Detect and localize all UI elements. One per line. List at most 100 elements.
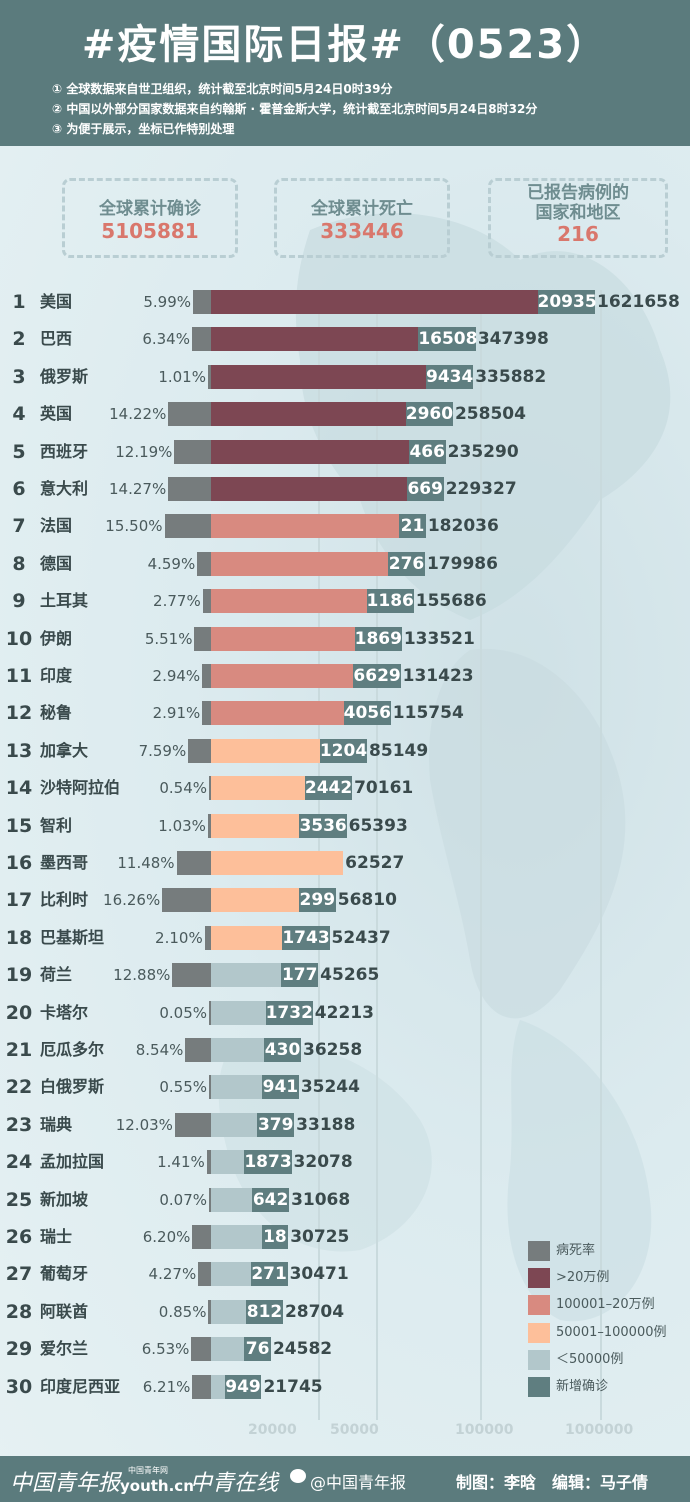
fatality-rate-bar xyxy=(164,514,211,539)
rank: 26 xyxy=(5,1226,33,1248)
country-name: 意大利 xyxy=(40,479,89,498)
new-cases-value: 299 xyxy=(298,888,336,913)
fatality-rate-bar xyxy=(193,290,211,314)
fatality-rate-bar xyxy=(168,402,211,427)
new-cases-value: 1186 xyxy=(366,589,414,614)
legend-label: 100001–20万例 xyxy=(556,1297,655,1313)
total-cases-value: 30725 xyxy=(290,1227,350,1247)
rank: 22 xyxy=(5,1076,33,1099)
table-row: 11 印度 2.94% 6629 131423 xyxy=(0,664,690,688)
fatality-rate: 6.21% xyxy=(142,1377,191,1396)
legend-label: 新增确诊 xyxy=(556,1379,609,1394)
stat-label: 已报告病例的国家和地区 xyxy=(527,183,629,223)
legend-swatch xyxy=(528,1377,550,1397)
total-cases-value: 335882 xyxy=(475,366,547,387)
fatality-rate-bar xyxy=(209,1187,211,1212)
legend-label: >20万例 xyxy=(556,1270,610,1286)
country-name: 瑞典 xyxy=(40,1114,73,1134)
rank: 27 xyxy=(5,1263,33,1286)
fatality-rate-bar xyxy=(168,477,211,501)
rank: 19 xyxy=(5,964,33,987)
legend-swatch xyxy=(528,1241,550,1261)
country-name: 俄罗斯 xyxy=(40,366,89,386)
total-cases-value: 52437 xyxy=(331,927,391,948)
new-cases-value: 430 xyxy=(264,1038,301,1062)
total-cases-value: 133521 xyxy=(403,628,475,649)
fatality-rate: 4.59% xyxy=(147,554,196,573)
fatality-rate: 7.59% xyxy=(138,741,187,760)
weibo-icon xyxy=(290,1469,306,1483)
stat-value: 5105881 xyxy=(101,219,199,243)
stat-global-deaths: 全球累计死亡 333446 xyxy=(274,178,450,258)
table-row: 25 新加坡 0.07% 642 31068 xyxy=(0,1187,690,1212)
fatality-rate-bar xyxy=(209,776,211,801)
table-row: 20 卡塔尔 0.05% 1732 42213 xyxy=(0,1000,690,1025)
fatality-rate-bar xyxy=(172,963,211,988)
country-name: 巴西 xyxy=(40,329,73,349)
x-tick-label: 50000 xyxy=(330,1422,379,1438)
fatality-rate-bar xyxy=(188,738,211,763)
total-cases-value: 45265 xyxy=(320,965,380,986)
fatality-rate-bar xyxy=(174,439,211,464)
stat-label: 全球累计死亡 xyxy=(311,199,413,219)
note-1: ① 全球数据来自世卫组织，统计截至北京时间5月24日0时39分 xyxy=(52,82,393,96)
total-cases-value: 33188 xyxy=(296,1114,356,1135)
fatality-rate: 12.03% xyxy=(115,1115,173,1134)
fatality-rate-bar xyxy=(176,851,211,875)
total-cases-value: 115754 xyxy=(392,703,464,724)
rank: 13 xyxy=(5,739,33,762)
country-name: 墨西哥 xyxy=(40,853,89,872)
rank: 15 xyxy=(5,814,33,837)
fatality-rate: 1.01% xyxy=(158,367,206,386)
table-row: 9 土耳其 2.77% 1186 155686 xyxy=(0,589,690,614)
stat-countries: 已报告病例的国家和地区 216 xyxy=(488,178,668,258)
total-cases-value: 85149 xyxy=(369,740,429,761)
fatality-rate-bar xyxy=(197,551,211,576)
new-cases-value: 177 xyxy=(281,963,319,988)
country-name: 沙特阿拉伯 xyxy=(40,778,121,798)
rank: 24 xyxy=(5,1151,33,1174)
table-row: 26 瑞士 6.20% 18 30725 xyxy=(0,1225,690,1249)
total-cases-bar xyxy=(211,439,446,464)
table-row: 29 爱尔兰 6.53% 76 24582 xyxy=(0,1337,690,1362)
legend-swatch xyxy=(528,1322,550,1343)
table-row: 7 法国 15.50% 21 182036 xyxy=(0,514,690,539)
total-cases-value: 42213 xyxy=(314,1002,374,1023)
total-cases-value: 28704 xyxy=(284,1301,345,1322)
fatality-rate: 6.20% xyxy=(142,1228,191,1246)
country-name: 葡萄牙 xyxy=(40,1264,89,1284)
table-row: 21 厄瓜多尔 8.54% 430 36258 xyxy=(0,1038,690,1062)
country-name: 英国 xyxy=(40,404,73,424)
new-cases-value: 21 xyxy=(399,514,426,539)
fatality-rate: 11.48% xyxy=(117,854,175,872)
total-cases-value: 56810 xyxy=(337,890,397,911)
rank: 18 xyxy=(5,926,33,949)
new-cases-value: 2960 xyxy=(405,402,454,427)
fatality-rate: 0.05% xyxy=(159,1003,207,1022)
new-cases-value: 1732 xyxy=(265,1000,313,1025)
fatality-rate-bar xyxy=(207,364,211,389)
header: #疫情国际日报#（0523） ① 全球数据来自世卫组织，统计截至北京时间5月24… xyxy=(0,0,690,146)
gridline xyxy=(600,290,602,1420)
fatality-rate: 1.03% xyxy=(158,816,206,835)
total-cases-value: 62527 xyxy=(345,853,405,873)
total-cases-value: 1621658 xyxy=(597,292,680,312)
note-3: ③ 为便于展示，坐标已作特别处理 xyxy=(52,122,235,136)
country-name: 瑞士 xyxy=(40,1227,73,1246)
new-cases-value: 1743 xyxy=(282,925,330,950)
legend-label: 50001–100000例 xyxy=(556,1324,667,1340)
table-row: 22 白俄罗斯 0.55% 941 35244 xyxy=(0,1075,690,1100)
new-cases-value: 379 xyxy=(257,1112,295,1137)
rank: 2 xyxy=(12,328,26,351)
rank: 21 xyxy=(5,1039,33,1061)
new-cases-value: 642 xyxy=(252,1187,290,1212)
fatality-rate: 2.94% xyxy=(152,667,201,685)
total-cases-value: 235290 xyxy=(447,441,519,462)
credits: 制图：李晗 编辑：马子倩 xyxy=(456,1473,649,1492)
legend-label: ＜50000例 xyxy=(556,1351,624,1367)
total-cases-value: 31068 xyxy=(291,1189,351,1210)
fatality-rate: 15.50% xyxy=(105,517,163,536)
country-name: 西班牙 xyxy=(40,441,89,461)
country-name: 秘鲁 xyxy=(40,703,73,723)
fatality-rate: 8.54% xyxy=(135,1041,184,1059)
